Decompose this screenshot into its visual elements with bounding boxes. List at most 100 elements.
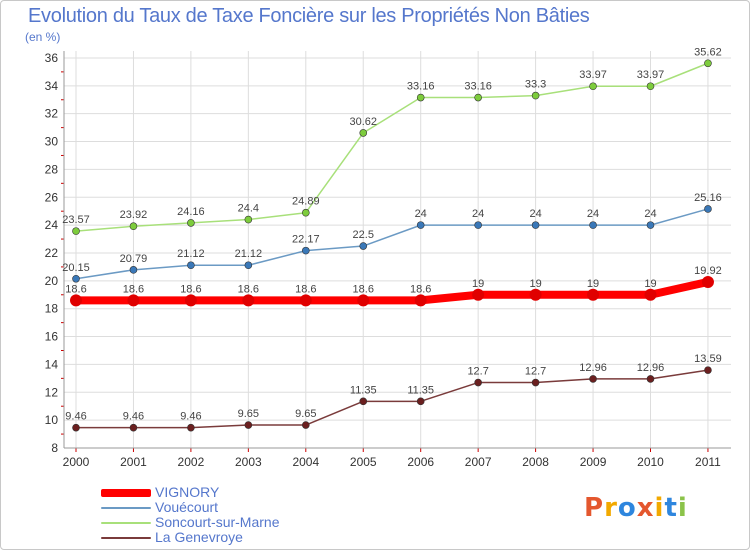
data-label: 19.92 <box>694 265 722 277</box>
data-point <box>244 261 253 270</box>
data-label: 12.7 <box>467 366 488 378</box>
data-label: 35.62 <box>694 46 722 58</box>
data-label: 24 <box>644 208 656 220</box>
data-point <box>244 215 253 224</box>
data-label: 24.4 <box>238 203 259 215</box>
data-point <box>72 423 80 432</box>
y-tick-label: 36 <box>45 51 59 65</box>
data-label: 18.6 <box>295 283 316 295</box>
data-label: 23.57 <box>62 214 90 226</box>
logo-letter: P <box>584 493 605 523</box>
plot-area <box>64 51 731 448</box>
data-label: 21.12 <box>177 248 205 260</box>
x-tick-label: 2005 <box>350 455 377 469</box>
legend-label: Vouécourt <box>155 499 219 515</box>
legend-item: La Genevroye <box>101 530 280 545</box>
data-point <box>646 375 655 383</box>
data-point <box>187 261 195 270</box>
chart-title: Evolution du Taux de Taxe Foncière sur l… <box>28 5 590 27</box>
data-label: 24 <box>587 208 599 220</box>
legend-label: Soncourt-sur-Marne <box>155 514 280 530</box>
data-point <box>301 421 310 429</box>
logo-letter: t <box>664 493 678 523</box>
data-point <box>244 421 253 429</box>
data-point <box>589 82 597 91</box>
y-tick-label: 34 <box>45 79 59 93</box>
y-tick-label: 18 <box>45 302 59 316</box>
data-label: 33.16 <box>464 81 492 93</box>
data-point <box>129 222 138 231</box>
data-point <box>416 397 425 406</box>
data-label: 33.16 <box>407 81 435 93</box>
x-tick-label: 2010 <box>637 455 664 469</box>
proxiti-logo: Proxiti <box>584 493 688 523</box>
data-point <box>474 93 482 102</box>
data-point <box>129 266 138 274</box>
logo-letter: x <box>636 493 655 523</box>
data-label: 9.46 <box>123 411 144 423</box>
data-point <box>589 375 597 383</box>
x-tick-label: 2007 <box>465 455 492 469</box>
data-point <box>242 294 255 307</box>
y-tick-label: 28 <box>45 162 59 176</box>
data-point <box>589 221 597 229</box>
data-label: 9.65 <box>238 408 259 420</box>
data-label: 24.16 <box>177 206 205 218</box>
data-label: 24 <box>472 208 484 220</box>
data-point <box>704 59 712 68</box>
y-tick-label: 14 <box>45 357 59 371</box>
data-point <box>72 274 80 283</box>
data-point <box>416 93 425 102</box>
data-label: 22.17 <box>292 234 320 246</box>
data-label: 33.97 <box>579 69 607 81</box>
series-line-1 <box>75 208 709 280</box>
x-tick-label: 2000 <box>63 455 90 469</box>
data-label: 13.59 <box>694 353 722 365</box>
data-point <box>414 294 427 307</box>
y-tick-label: 12 <box>45 385 59 399</box>
x-tick-label: 2003 <box>235 455 262 469</box>
data-point <box>704 366 712 374</box>
x-tick-label: 2009 <box>580 455 607 469</box>
data-label: 20.79 <box>120 253 148 265</box>
legend-item: Vouécourt <box>101 500 280 515</box>
data-point <box>472 288 485 301</box>
y-tick-label: 24 <box>45 218 59 232</box>
legend-item: VIGNORY <box>101 485 280 500</box>
data-label: 18.6 <box>238 283 259 295</box>
data-point <box>72 227 80 235</box>
data-label: 18.6 <box>410 283 431 295</box>
data-label: 18.6 <box>65 283 86 295</box>
y-tick-label: 32 <box>45 107 59 121</box>
data-point <box>129 423 138 432</box>
data-point <box>359 397 368 406</box>
y-tick-label: 20 <box>45 274 59 288</box>
data-label: 18.6 <box>180 283 201 295</box>
data-label: 11.35 <box>407 384 434 396</box>
y-tick-label: 16 <box>45 330 59 344</box>
data-label: 24.89 <box>292 196 320 208</box>
data-label: 24 <box>529 208 541 220</box>
y-tick-label: 30 <box>45 135 59 149</box>
data-point <box>646 221 655 229</box>
logo-letter: i <box>677 493 688 523</box>
data-point <box>184 294 197 307</box>
data-point <box>474 378 482 387</box>
data-label: 24 <box>415 208 427 220</box>
x-tick-label: 2006 <box>407 455 434 469</box>
series-line-2 <box>75 62 709 232</box>
data-label: 11.35 <box>350 384 377 396</box>
legend: VIGNORY Vouécourt Soncourt-sur-Marne La Gen… <box>101 485 280 545</box>
data-label: 18.6 <box>353 283 374 295</box>
data-point <box>531 221 540 229</box>
data-point <box>701 275 714 288</box>
data-point <box>127 294 140 307</box>
data-point <box>357 294 370 307</box>
data-point <box>587 288 600 301</box>
x-tick-label: 2004 <box>292 455 319 469</box>
data-label: 12.7 <box>525 366 546 378</box>
data-point <box>646 82 655 91</box>
x-tick-label: 2001 <box>120 455 147 469</box>
data-label: 30.62 <box>349 116 377 128</box>
